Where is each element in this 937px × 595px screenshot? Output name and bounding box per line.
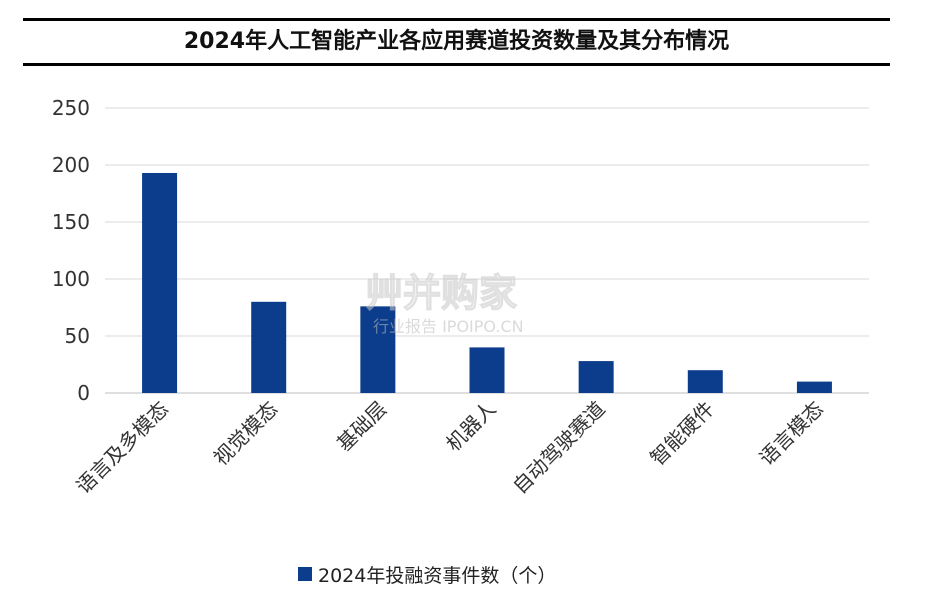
watermark-logo: 艸并购家 行业报告 IPOIPO.CN xyxy=(365,270,524,336)
x-tick-label: 基础层 xyxy=(332,397,391,456)
bar xyxy=(469,347,505,393)
chart-title: 2024年人工智能产业各应用赛道投资数量及其分布情况 xyxy=(183,29,730,54)
bar xyxy=(360,306,396,393)
y-tick-label: 100 xyxy=(52,267,90,291)
y-tick-label: 250 xyxy=(52,96,90,120)
x-tick-label: 机器人 xyxy=(441,397,500,456)
bar xyxy=(142,172,178,393)
x-tick-label: 语言模态 xyxy=(754,397,828,471)
bar xyxy=(796,381,832,393)
y-tick-label: 150 xyxy=(52,210,90,234)
x-tick-label: 视觉模态 xyxy=(209,397,283,471)
title-bar: 2024年人工智能产业各应用赛道投资数量及其分布情况 xyxy=(23,18,890,66)
y-tick-label: 0 xyxy=(77,381,90,405)
legend-swatch xyxy=(298,567,312,581)
x-tick-label: 智能硬件 xyxy=(645,397,719,471)
x-tick-label: 自动驾驶赛道 xyxy=(508,397,610,499)
x-axis-ticks: 语言及多模态 视觉模态 基础层 机器人 自动驾驶赛道 智能硬件 语言模态 xyxy=(71,397,828,499)
y-axis-ticks: 0 50 100 150 200 250 xyxy=(52,96,90,405)
y-tick-label: 200 xyxy=(52,153,90,177)
watermark-brand: 艸并购家 xyxy=(365,271,517,315)
bar xyxy=(251,301,287,393)
watermark-sub: 行业报告 IPOIPO.CN xyxy=(373,317,524,336)
bar xyxy=(687,370,723,393)
bars xyxy=(142,172,832,393)
y-tick-label: 50 xyxy=(65,324,90,348)
bar xyxy=(578,361,614,393)
x-tick-label: 语言及多模态 xyxy=(71,397,173,499)
legend: 2024年投融资事件数（个） xyxy=(298,562,557,587)
legend-label: 2024年投融资事件数（个） xyxy=(318,564,557,587)
